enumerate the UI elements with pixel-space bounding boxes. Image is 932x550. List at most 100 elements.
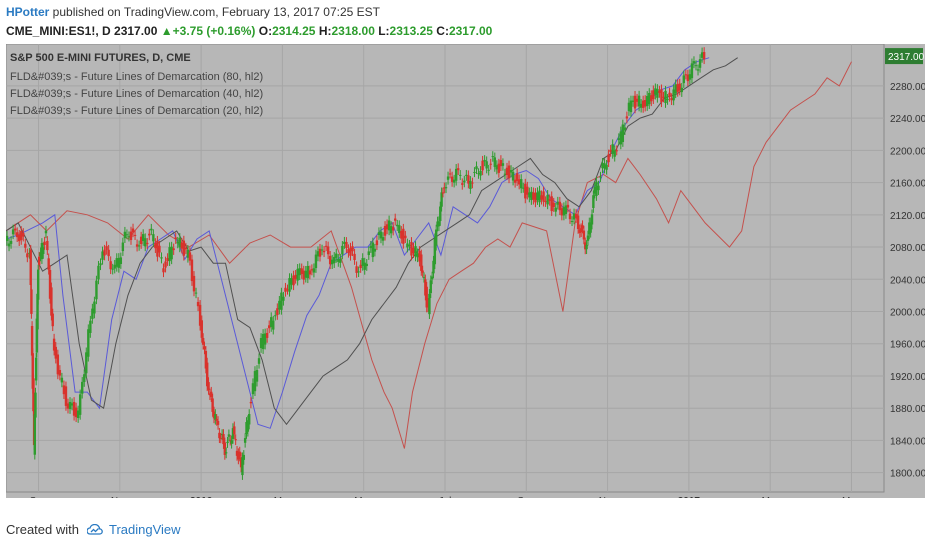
price-candle-body [105,246,108,250]
price-candle-body [511,171,515,181]
price-candle-body [617,138,620,141]
price-candle-body [524,183,527,199]
price-candle-body [164,261,167,268]
price-candle-body [288,278,291,292]
price-candle-body [141,234,145,242]
price-candle-body [499,160,503,167]
price-candle-body [127,236,131,238]
price-candle-body [255,369,259,382]
price-candle-body [420,254,423,271]
price-candle-body [658,90,661,93]
y-tick-label: 1920.00 [890,372,925,383]
price-candle-body [379,231,383,239]
price-candle-body [30,289,33,314]
price-candle-body [310,269,314,271]
price-candle-body [43,241,46,245]
legend-entry-2[interactable]: FLD&#039;s - Future Lines of Demarcation… [10,88,263,100]
price-chart[interactable]: 1800.00 1840.00 1880.00 1920.00 1960.00 2000.… [5,43,932,507]
price-candle-body [154,243,157,249]
price-candle-body [229,439,232,441]
price-candle-body [432,260,435,274]
price-candle-body [18,234,21,242]
y-tick-label: 1800.00 [890,469,925,480]
legend-entry-1[interactable]: FLD&#039;s - Future Lines of Demarcation… [10,71,263,83]
price-candle-body [224,452,228,454]
price-candle-body [609,149,612,152]
price-candle-body [278,300,281,310]
price-candle-body [615,150,618,152]
tradingview-logo-icon [86,523,103,535]
price-candle-body [64,386,68,406]
price-candle-body [473,171,476,173]
price-candle-body [570,221,574,223]
price-candle-body [31,353,34,389]
tradingview-brand[interactable]: TradingView [86,522,181,537]
price-candle-body [226,441,229,444]
price-candle-body [682,75,686,84]
symbol-label: CME_MINI:ES1!, D [6,24,111,38]
price-candle-body [439,206,442,222]
price-candle-body [320,249,324,251]
close-value: 2317.00 [448,24,493,38]
price-candle-body [22,233,25,237]
price-candle-body [148,233,151,236]
price-candle-body [686,74,690,82]
price-candle-body [450,176,454,182]
price-candle-body [316,251,320,257]
price-candle-body [304,270,307,278]
chart-area[interactable]: 1800.00 1840.00 1880.00 1920.00 1960.00 2000.… [5,43,932,507]
price-candle-body [406,243,409,248]
price-candle-body [381,237,385,241]
price-candle-body [558,201,562,211]
price-candle-body [328,255,332,265]
price-candle-body [194,292,198,294]
price-candle-body [491,156,494,158]
price-candle-body [125,234,129,236]
price-candle-body [402,228,405,244]
price-candle-body [538,190,541,203]
price-candle-body [34,357,38,381]
price-candle-body [259,338,263,349]
price-candle-body [391,226,395,231]
price-candle-body [625,116,629,119]
price-candle-body [46,240,49,251]
price-candle-body [137,245,141,247]
legend-entry-3[interactable]: FLD&#039;s - Future Lines of Demarcation… [10,105,263,117]
price-candle-body [214,414,217,420]
price-candle-body [422,277,426,279]
price-candle-body [534,192,537,203]
price-candle-body [457,168,460,171]
price-candle-body [314,254,318,269]
price-candle-body [702,52,706,60]
price-candle-body [692,61,696,64]
price-candle-body [87,329,90,357]
price-candle-body [35,318,39,353]
price-candle-body [257,358,261,364]
price-candle-body [477,173,480,175]
price-candle-body [33,414,36,455]
price-candle-body [355,266,358,273]
price-candle-body [139,236,143,245]
close-label: C: [436,24,449,38]
price-candle-body [371,242,375,258]
y-tick-label: 2120.00 [890,211,925,222]
price-candle-body [471,182,474,184]
open-value: 2314.25 [272,24,316,38]
price-candle-body [670,98,673,101]
price-candle-body [690,63,694,79]
price-candle-body [662,96,665,98]
price-candle-body [566,204,570,208]
price-candle-body [107,249,110,257]
price-candle-body [196,301,200,307]
price-candle-body [186,249,190,258]
price-candle-body [234,439,237,441]
author-link[interactable]: HPotter [6,5,50,19]
price-candle-body [349,247,352,256]
price-candle-body [664,90,667,104]
price-candle-body [172,248,175,251]
price-candle-body [684,74,688,76]
price-candle-body [203,346,206,350]
x-tick-label: Jul [439,496,452,498]
price-candle-body [24,243,27,248]
price-candle-body [241,457,244,476]
